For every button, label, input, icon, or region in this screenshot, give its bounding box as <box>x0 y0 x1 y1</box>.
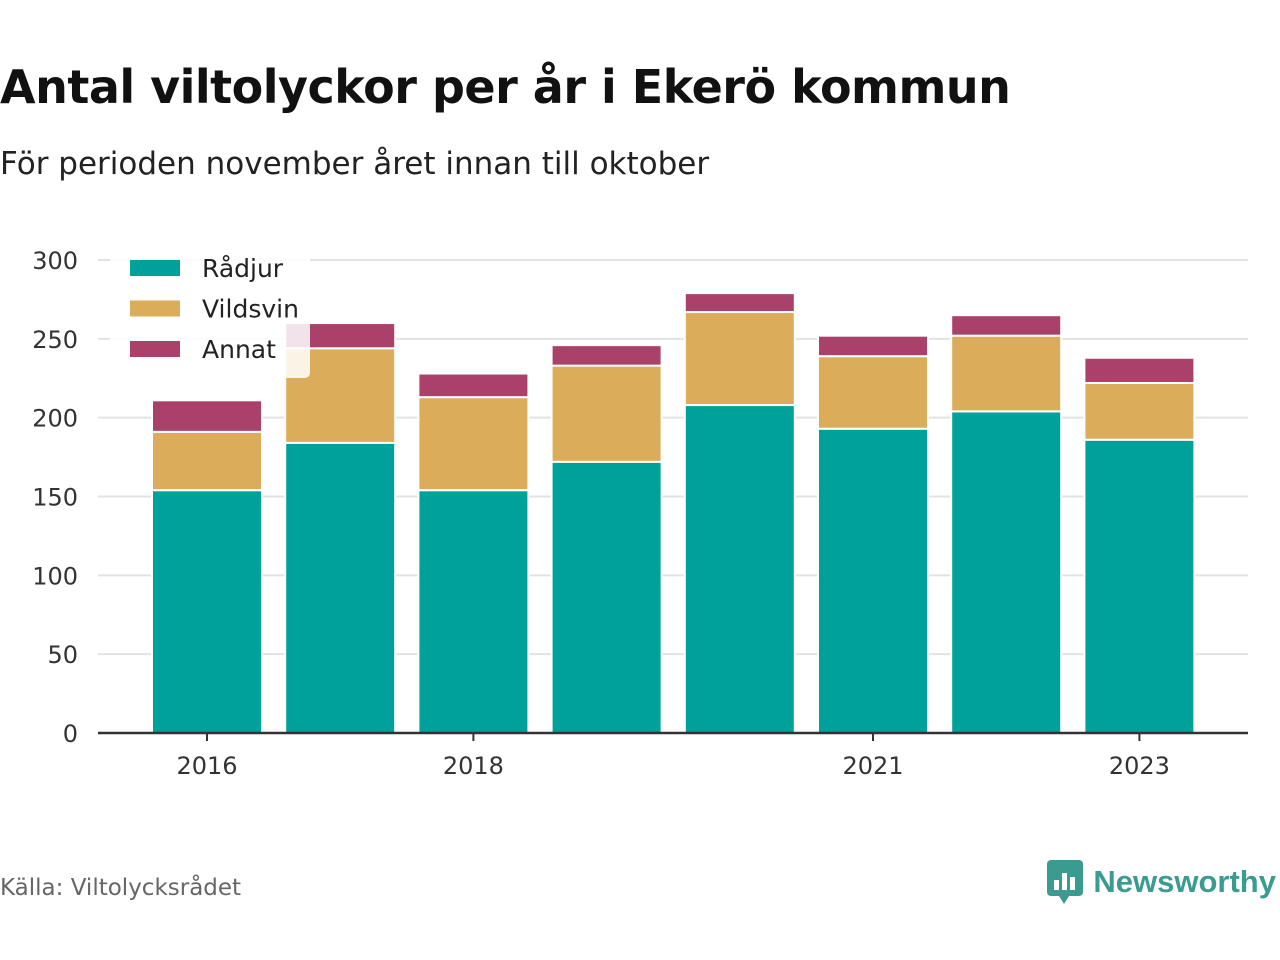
brand-name: Newsworthy <box>1093 864 1276 899</box>
x-tick-label: 2023 <box>1109 752 1170 780</box>
y-tick-label: 250 <box>32 326 78 354</box>
x-tick-label: 2016 <box>176 752 237 780</box>
chart-subtitle: För perioden november året innan till ok… <box>0 146 710 182</box>
bar-segment <box>417 372 530 399</box>
bar-segment <box>1083 381 1196 441</box>
bar-segment <box>417 396 530 492</box>
bar-segment <box>683 292 796 314</box>
bar-segment <box>151 430 263 492</box>
bar-segment <box>550 460 663 735</box>
brand-logo: Newsworthy <box>1047 860 1276 904</box>
bar-segment <box>151 399 263 433</box>
legend-label: Vildsvin <box>202 295 299 324</box>
bar-segment <box>683 311 796 407</box>
bar-segment <box>950 410 1063 735</box>
legend-label: Annat <box>202 335 276 364</box>
legend-swatch <box>130 260 180 276</box>
y-tick-label: 200 <box>32 405 78 433</box>
bar-segment <box>550 344 663 367</box>
y-tick-label: 0 <box>63 720 78 748</box>
x-tick-label: 2018 <box>443 752 504 780</box>
bar-segment <box>284 347 397 444</box>
chart-title: Antal viltolyckor per år i Ekerö kommun <box>0 60 1011 114</box>
bar-segment <box>1083 438 1196 735</box>
bar-segment <box>817 355 929 430</box>
bar-segment <box>417 489 530 734</box>
y-tick-label: 100 <box>32 562 78 590</box>
y-tick-label: 150 <box>32 484 78 512</box>
legend-label: Rådjur <box>202 254 284 283</box>
legend-swatch <box>130 300 180 317</box>
source-note: Källa: Viltolycksrådet <box>0 875 242 901</box>
bar-segment <box>550 364 663 463</box>
y-tick-label: 300 <box>32 247 78 275</box>
bar-segment <box>683 404 796 734</box>
legend-swatch <box>130 341 180 357</box>
x-tick-label: 2021 <box>842 752 903 780</box>
bar-segment <box>817 427 929 734</box>
newsworthy-logo-icon <box>1047 860 1084 904</box>
bar-segment <box>817 334 929 358</box>
bar-segment <box>1083 356 1196 384</box>
stacked-bar-chart: 0 50 100 150 200 250 300 2016 2018 2021 2023 Rådjur… <box>32 247 1248 780</box>
bar-segment <box>284 441 397 734</box>
bar-segment <box>950 334 1063 413</box>
bar-segment <box>151 489 263 734</box>
bar-segment <box>950 314 1063 337</box>
y-tick-label: 50 <box>47 641 78 669</box>
